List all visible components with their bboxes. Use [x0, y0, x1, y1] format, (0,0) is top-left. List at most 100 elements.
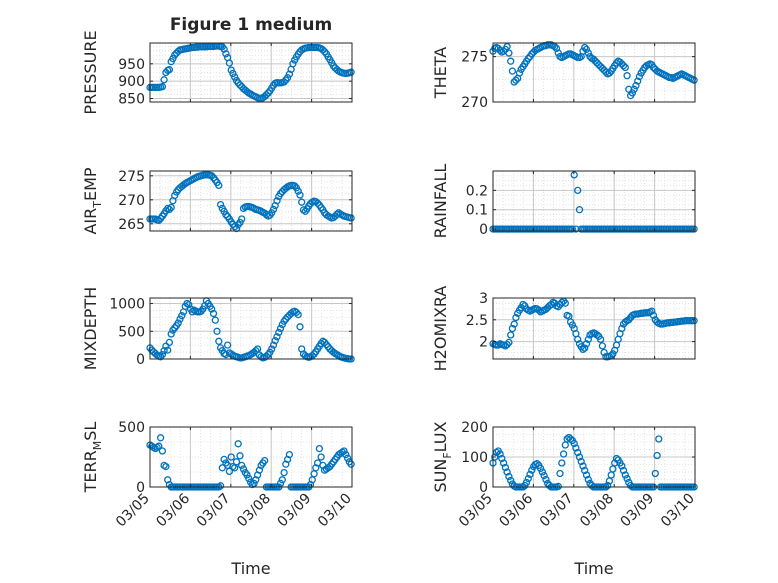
data-point	[273, 333, 281, 341]
data-point	[160, 76, 168, 84]
y-axis-label: PRESSURE	[81, 30, 100, 114]
data-point	[222, 211, 230, 219]
axes-box	[149, 297, 353, 360]
data-point	[174, 319, 182, 327]
data-point	[574, 335, 582, 344]
data-point	[535, 306, 543, 314]
data-point	[533, 459, 541, 468]
data-point	[612, 454, 621, 463]
data-point	[558, 459, 566, 467]
data-point	[280, 468, 288, 477]
data-point	[570, 439, 578, 448]
data-point	[215, 337, 223, 345]
data-point	[596, 335, 605, 344]
data-point	[524, 54, 532, 63]
data-point	[222, 50, 230, 58]
data-point	[255, 466, 264, 474]
data-point	[213, 327, 221, 335]
y-axis-label: MIXDEPTH	[81, 287, 100, 370]
y-tick-label: 500	[118, 324, 145, 340]
data-point	[505, 49, 513, 57]
data-point	[268, 345, 276, 353]
axes-box	[492, 297, 696, 360]
data-point	[313, 199, 322, 207]
data-point	[623, 72, 631, 80]
data-point	[623, 474, 631, 483]
data-point	[618, 462, 626, 470]
subplot-3: 265 270 275 AIRTEMP	[81, 167, 355, 235]
data-point	[245, 474, 253, 483]
data-point	[561, 299, 569, 307]
data-point	[347, 214, 355, 222]
y-axis-label: TERRMSL	[81, 422, 104, 494]
y-tick-label: 100	[461, 450, 488, 466]
data-point	[276, 324, 285, 333]
data-point	[283, 74, 292, 82]
data-point	[581, 43, 589, 52]
data-point	[582, 340, 591, 348]
data-point	[347, 68, 355, 76]
data-point	[285, 70, 294, 78]
y-tick-label: 2.5	[466, 313, 488, 329]
data-point	[315, 444, 324, 453]
y-tick-label: 0	[136, 480, 145, 496]
data-point	[216, 200, 225, 209]
data-point	[211, 316, 219, 324]
data-point	[653, 451, 661, 460]
data-point	[236, 452, 244, 460]
data-point	[651, 469, 659, 478]
data-point	[215, 181, 223, 190]
data-point	[510, 320, 518, 328]
data-point	[165, 66, 174, 74]
y-tick-label: 850	[118, 92, 145, 108]
data-point	[577, 457, 585, 466]
y-tick-label: 270	[118, 193, 145, 209]
data-point	[655, 435, 663, 443]
y-tick-label: 200	[461, 420, 488, 436]
data-point	[232, 458, 241, 466]
y-tick-label: 0	[479, 222, 488, 238]
y-tick-label: 265	[118, 217, 145, 233]
data-point	[558, 298, 566, 307]
y-axis-label: H2OMIXRA	[431, 286, 450, 372]
data-point	[575, 453, 584, 461]
y-tick-label: 1000	[109, 297, 145, 313]
data-point	[524, 474, 532, 483]
data-point	[238, 461, 246, 470]
data-point	[554, 482, 562, 491]
y-tick-label: 0.2	[466, 183, 488, 199]
data-point	[185, 301, 193, 309]
data-point	[621, 63, 629, 72]
data-point	[289, 60, 297, 68]
data-point	[554, 49, 562, 57]
data-point	[188, 308, 196, 316]
data-point	[522, 478, 531, 487]
data-point	[169, 54, 177, 63]
data-point	[494, 341, 502, 349]
data-point	[618, 324, 626, 333]
y-axis-label: THETA	[431, 47, 450, 99]
data-point	[225, 59, 234, 67]
y-tick-label: 0.1	[466, 203, 488, 219]
data-point	[526, 470, 534, 479]
figure-title: Figure 1 medium	[170, 15, 332, 35]
data-point	[542, 475, 550, 484]
data-point	[604, 481, 612, 490]
data-point	[167, 330, 175, 338]
data-point	[621, 471, 629, 479]
subplot-2: 270 275 THETA	[431, 41, 698, 111]
data-point	[568, 225, 577, 233]
data-point	[566, 435, 575, 443]
data-point	[512, 76, 520, 84]
y-tick-label: 2	[479, 335, 488, 351]
data-point	[158, 350, 167, 359]
data-point	[552, 44, 561, 53]
y-tick-label: 0	[136, 352, 145, 368]
data-point	[584, 335, 592, 344]
data-point	[269, 341, 278, 349]
data-point	[239, 465, 248, 473]
data-point	[574, 448, 582, 457]
data-point	[536, 464, 545, 473]
y-tick-label: 900	[118, 74, 145, 90]
